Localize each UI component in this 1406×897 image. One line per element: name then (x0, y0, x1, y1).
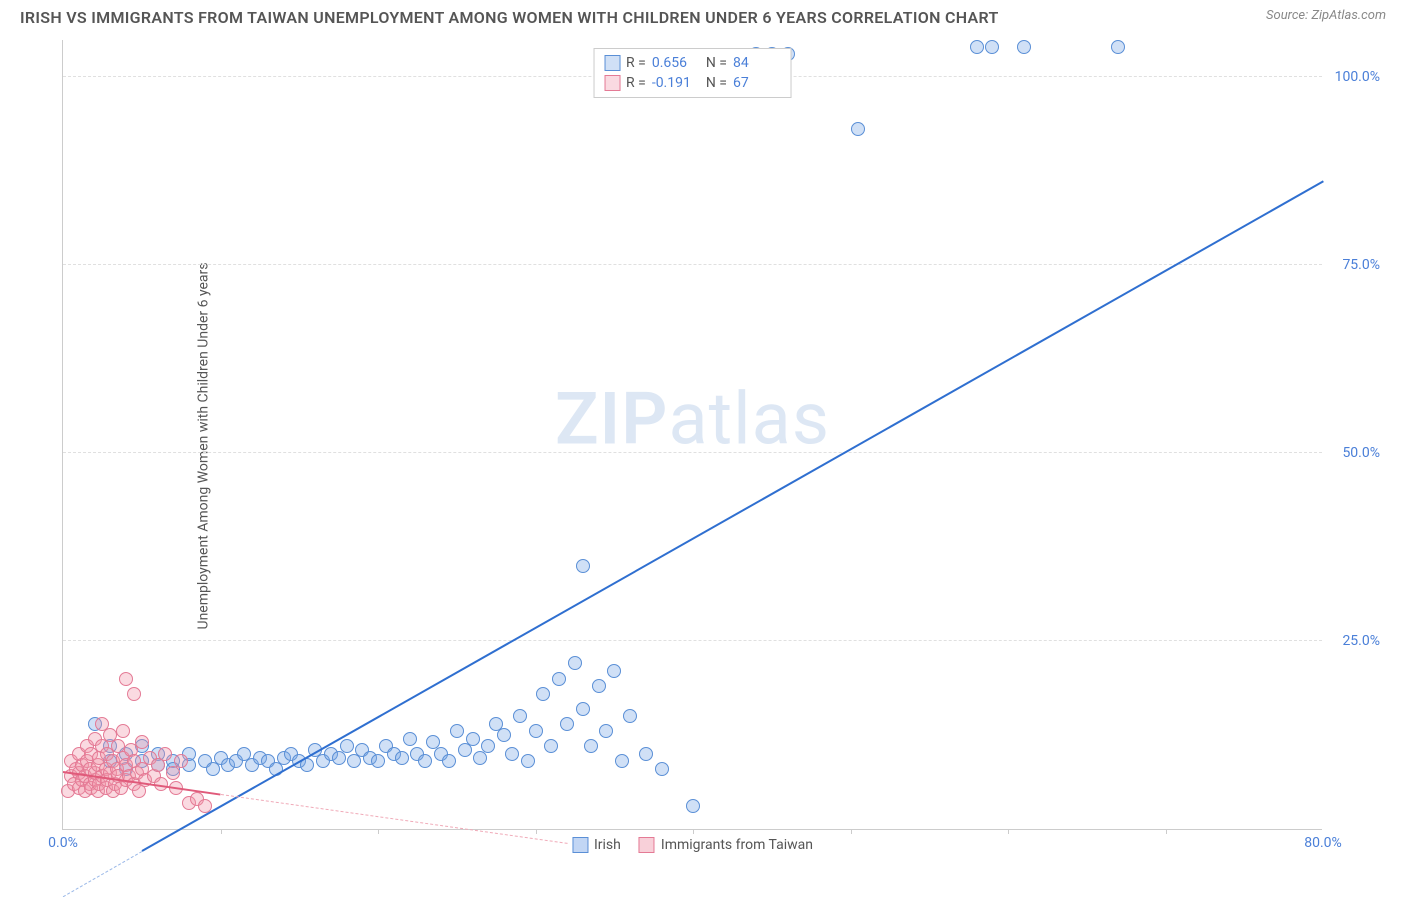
x-tick-mark (221, 829, 222, 834)
data-point (116, 724, 130, 738)
data-point (135, 735, 149, 749)
y-tick-label: 75.0% (1342, 257, 1380, 273)
data-point (450, 724, 464, 738)
n-label: N = (706, 55, 727, 71)
data-point (505, 747, 519, 761)
legend-swatch (639, 837, 655, 853)
n-value: 67 (733, 75, 781, 91)
x-tick-mark (693, 829, 694, 834)
data-point (655, 762, 669, 776)
data-point (544, 739, 558, 753)
x-tick-mark (1008, 829, 1009, 834)
data-point (371, 754, 385, 768)
series-legend-label: Irish (594, 837, 621, 853)
data-point (584, 739, 598, 753)
n-label: N = (706, 75, 727, 91)
scatter-chart: ZIPatlas 25.0%50.0%75.0%100.0%0.0%80.0%R… (62, 40, 1322, 830)
data-point (198, 799, 212, 813)
regression-line (141, 180, 1323, 851)
data-point (119, 672, 133, 686)
data-point (599, 724, 613, 738)
source-value: ZipAtlas.com (1311, 8, 1386, 23)
r-value: -0.191 (652, 75, 700, 91)
series-legend-item: Immigrants from Taiwan (639, 837, 813, 853)
correlation-legend: R = 0.656 N = 84 R = -0.191 N = 67 (593, 48, 792, 98)
y-tick-label: 100.0% (1335, 69, 1380, 85)
regression-extension (220, 794, 567, 844)
chart-header: IRISH VS IMMIGRANTS FROM TAIWAN UNEMPLOY… (0, 0, 1406, 31)
series-legend: Irish Immigrants from Taiwan (572, 837, 813, 853)
data-point (418, 754, 432, 768)
gridline (63, 452, 1322, 453)
data-point (686, 799, 700, 813)
data-point (576, 702, 590, 716)
data-point (497, 728, 511, 742)
data-point (1111, 40, 1125, 54)
data-point (174, 754, 188, 768)
data-point (158, 747, 172, 761)
data-point (851, 122, 865, 136)
x-tick-mark (851, 829, 852, 834)
data-point (481, 739, 495, 753)
data-point (607, 664, 621, 678)
data-point (560, 717, 574, 731)
data-point (592, 679, 606, 693)
data-point (639, 747, 653, 761)
data-point (970, 40, 984, 54)
data-point (552, 672, 566, 686)
r-label: R = (626, 55, 646, 71)
data-point (395, 751, 409, 765)
r-label: R = (626, 75, 646, 91)
data-point (1017, 40, 1031, 54)
x-tick-mark (536, 829, 537, 834)
correlation-legend-row: R = 0.656 N = 84 (604, 53, 781, 73)
data-point (615, 754, 629, 768)
series-legend-label: Immigrants from Taiwan (661, 837, 813, 853)
n-value: 84 (733, 55, 781, 71)
source-label: Source: (1266, 8, 1308, 23)
watermark-zip: ZIP (555, 376, 668, 461)
x-tick-mark (1166, 829, 1167, 834)
data-point (513, 709, 527, 723)
legend-swatch (572, 837, 588, 853)
data-point (529, 724, 543, 738)
data-point (127, 687, 141, 701)
correlation-legend-row: R = -0.191 N = 67 (604, 73, 781, 93)
y-tick-label: 25.0% (1342, 633, 1380, 649)
data-point (568, 656, 582, 670)
gridline (63, 264, 1322, 265)
data-point (985, 40, 999, 54)
data-point (403, 732, 417, 746)
data-point (340, 739, 354, 753)
source-attribution: Source: ZipAtlas.com (1266, 8, 1386, 23)
data-point (576, 559, 590, 573)
data-point (521, 754, 535, 768)
data-point (536, 687, 550, 701)
legend-swatch (604, 55, 620, 71)
series-legend-item: Irish (572, 837, 621, 853)
y-tick-label: 50.0% (1342, 445, 1380, 461)
r-value: 0.656 (652, 55, 700, 71)
gridline (63, 640, 1322, 641)
x-tick-label: 0.0% (48, 835, 78, 851)
watermark: ZIPatlas (555, 376, 830, 461)
watermark-atlas: atlas (668, 376, 830, 461)
legend-swatch (604, 75, 620, 91)
data-point (442, 754, 456, 768)
x-tick-mark (378, 829, 379, 834)
chart-title: IRISH VS IMMIGRANTS FROM TAIWAN UNEMPLOY… (20, 8, 999, 27)
x-tick-label: 80.0% (1304, 835, 1342, 851)
data-point (466, 732, 480, 746)
regression-extension (63, 851, 142, 897)
data-point (623, 709, 637, 723)
